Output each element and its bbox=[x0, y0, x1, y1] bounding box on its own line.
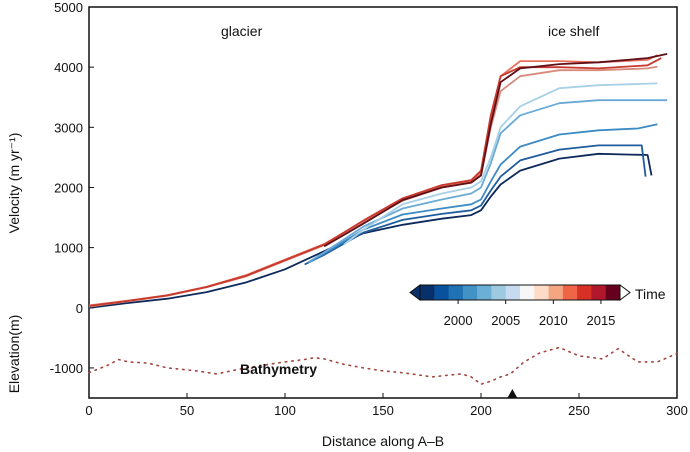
x-tick-label: 50 bbox=[180, 403, 194, 418]
y-tick-label: 3000 bbox=[54, 120, 83, 135]
colorbar-frame bbox=[419, 284, 621, 301]
y-tick-label: 5000 bbox=[54, 0, 83, 15]
ice-shelf-label: ice shelf bbox=[548, 23, 599, 39]
series-line-2016 bbox=[323, 53, 668, 248]
y-tick-label: 2000 bbox=[54, 180, 83, 195]
series-line-2012 bbox=[88, 54, 658, 307]
bathymetry-label: Bathymetry bbox=[240, 361, 317, 377]
colorbar-swatch bbox=[520, 285, 535, 300]
colorbar-label: Time bbox=[635, 286, 666, 302]
colorbar-swatch bbox=[434, 285, 449, 300]
colorbar-swatch bbox=[491, 285, 507, 300]
location-marker bbox=[507, 389, 518, 398]
colorbar-swatch bbox=[534, 285, 549, 300]
series-line-2002 bbox=[308, 123, 658, 263]
series-line-2004 bbox=[308, 99, 668, 263]
series-line-2014 bbox=[88, 57, 662, 307]
y-tick-label: 1000 bbox=[54, 241, 83, 256]
y-tick-label: 4000 bbox=[54, 60, 83, 75]
colorbar-swatch bbox=[505, 285, 521, 300]
colorbar-swatch bbox=[548, 285, 564, 300]
velocity-series bbox=[88, 53, 668, 309]
colorbar-tick-label: 2000 bbox=[444, 313, 473, 328]
bathymetry-line bbox=[88, 346, 678, 386]
x-tick-label: 150 bbox=[372, 403, 394, 418]
colorbar-arrow-left bbox=[409, 284, 421, 301]
colorbar-tick-label: 2015 bbox=[586, 313, 615, 328]
colorbar-swatch bbox=[420, 285, 435, 300]
plot-frame bbox=[88, 6, 678, 399]
y-tick-label: -1000 bbox=[50, 361, 83, 376]
y-axis-label: Velocity (m yr⁻¹) bbox=[6, 133, 22, 234]
colorbar-arrow-right bbox=[619, 284, 631, 301]
y-tick-label: 0 bbox=[76, 301, 83, 316]
x-tick-label: 200 bbox=[470, 403, 492, 418]
x-axis: 0 50 100 150 200 250 300 bbox=[85, 393, 688, 418]
glacier-label: glacier bbox=[221, 23, 263, 39]
y-axis: -1000 0 1000 2000 3000 4000 5000 bbox=[50, 0, 94, 376]
colorbar-tick-label: 2010 bbox=[539, 313, 568, 328]
series-line-1996 bbox=[88, 152, 653, 309]
x-tick-label: 250 bbox=[568, 403, 590, 418]
colorbar-swatch bbox=[562, 285, 578, 300]
x-axis-label: Distance along A–B bbox=[322, 433, 444, 449]
x-tick-label: 300 bbox=[666, 403, 688, 418]
time-colorbar: 2000 2005 2010 2015 bbox=[409, 284, 631, 328]
y-axis-label-elevation: Elevation(m) bbox=[6, 315, 22, 394]
colorbar-swatch bbox=[462, 285, 478, 300]
colorbar-swatch bbox=[477, 285, 492, 300]
x-tick-label: 100 bbox=[274, 403, 296, 418]
colorbar-swatch bbox=[605, 285, 621, 300]
series-line-2006 bbox=[343, 82, 658, 246]
series-line-1999 bbox=[304, 144, 647, 266]
x-tick-label: 0 bbox=[85, 403, 92, 418]
colorbar-tick-label: 2005 bbox=[491, 313, 520, 328]
colorbar-swatch bbox=[577, 285, 592, 300]
colorbar-swatch bbox=[591, 285, 607, 300]
colorbar-swatch bbox=[448, 285, 464, 300]
bathymetry-path bbox=[88, 346, 678, 386]
